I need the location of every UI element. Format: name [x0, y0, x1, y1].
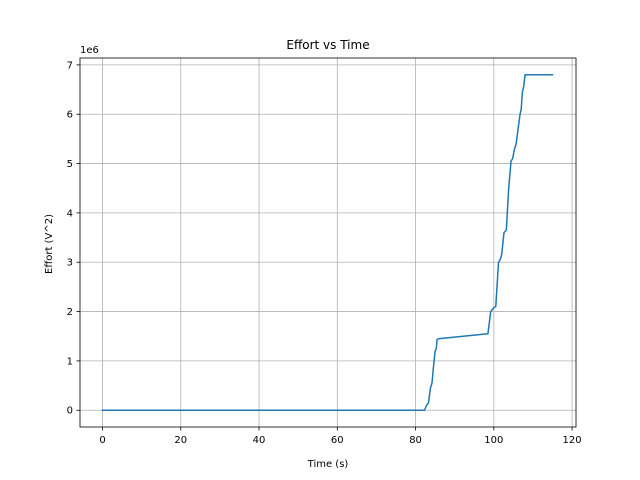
- y-tick-label: 4: [67, 208, 73, 219]
- y-tick-label: 7: [67, 60, 73, 71]
- y-tick-label: 5: [67, 159, 73, 170]
- x-tick-label: 40: [253, 435, 266, 446]
- y-tick-label: 3: [67, 258, 73, 269]
- y-axis-offset-label: 1e6: [80, 45, 99, 56]
- x-tick-label: 20: [174, 435, 187, 446]
- y-tick-label: 6: [67, 110, 73, 121]
- plot-frame: [79, 57, 577, 428]
- series-layer: [101, 74, 554, 411]
- effort-series-line: [101, 74, 554, 411]
- x-tick-label: 0: [99, 435, 105, 446]
- y-tick-label: 0: [67, 406, 73, 417]
- x-tick-label: 60: [331, 435, 344, 446]
- y-tick-label: 1: [67, 356, 73, 367]
- chart-title: Effort vs Time: [286, 38, 369, 52]
- y-axis-label: Effort (V^2): [44, 214, 55, 274]
- x-axis-ticks: 0 20 40 60 80 100 120: [99, 427, 582, 446]
- x-tick-label: 80: [409, 435, 422, 446]
- grid-lines: [80, 58, 576, 427]
- x-tick-label: 100: [484, 435, 503, 446]
- x-tick-label: 120: [563, 435, 582, 446]
- y-tick-label: 2: [67, 307, 73, 318]
- x-axis-label: Time (s): [307, 459, 349, 470]
- y-axis-ticks: 0 1 2 3 4 5 6 7: [67, 60, 80, 417]
